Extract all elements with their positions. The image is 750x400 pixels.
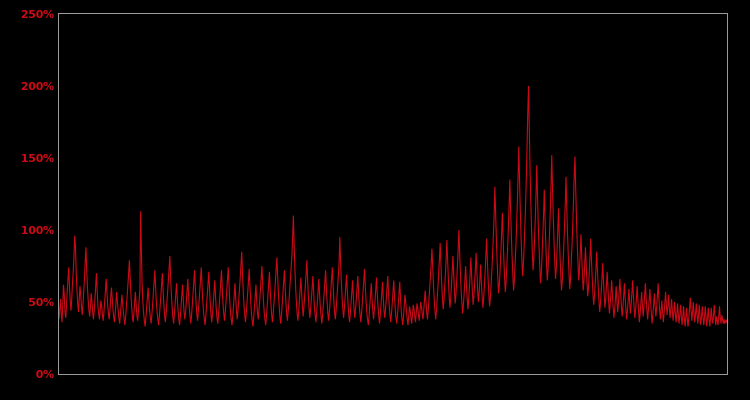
y-axis-tick-label: 250% <box>20 8 54 21</box>
y-axis-tick-label: 50% <box>28 296 54 309</box>
plot-area-frame <box>58 13 728 375</box>
y-axis-tick-labels: 0% 50% 100% 150% 200% 250% <box>0 0 54 400</box>
series-line-asy-power-mem-volatility <box>59 85 727 327</box>
legend: Solstad Offshore Asa - Asy. Power MEM Vo… <box>59 351 458 374</box>
y-axis-tick-label: 200% <box>20 80 54 93</box>
y-axis-tick-label: 0% <box>35 368 54 381</box>
volatility-line-chart <box>59 85 727 327</box>
y-axis-tick-label: 100% <box>20 224 54 237</box>
y-axis-tick-label: 150% <box>20 152 54 165</box>
